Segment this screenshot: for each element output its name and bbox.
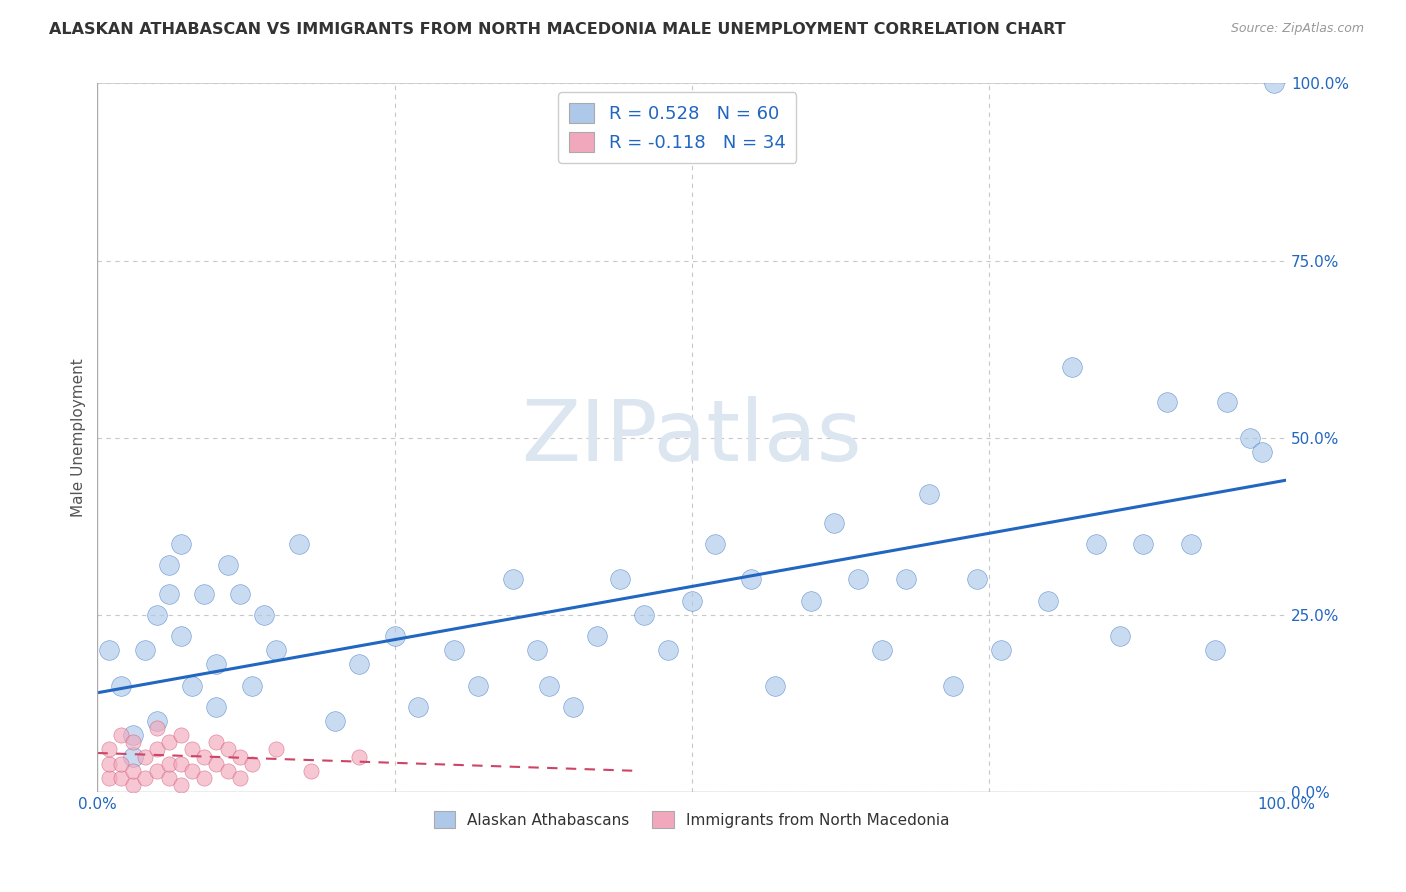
Point [240, 756, 263, 771]
Point [181, 742, 204, 756]
Point [585, 629, 607, 643]
Point [763, 679, 786, 693]
Point [443, 643, 465, 657]
Point [146, 764, 169, 778]
Point [146, 714, 169, 728]
Point [110, 771, 132, 785]
Y-axis label: Male Unemployment: Male Unemployment [72, 359, 86, 517]
Point [1132, 537, 1154, 551]
Point [406, 700, 429, 714]
Point [122, 749, 145, 764]
Point [1251, 445, 1274, 459]
Point [467, 679, 489, 693]
Text: Source: ZipAtlas.com: Source: ZipAtlas.com [1230, 22, 1364, 36]
Point [146, 721, 169, 735]
Point [740, 573, 762, 587]
Point [146, 607, 169, 622]
Point [181, 679, 204, 693]
Point [229, 586, 252, 600]
Text: ZIPatlas: ZIPatlas [522, 396, 862, 479]
Point [323, 714, 346, 728]
Point [157, 735, 180, 749]
Point [98, 742, 121, 756]
Point [537, 679, 560, 693]
Point [134, 643, 156, 657]
Point [205, 657, 228, 672]
Point [633, 607, 655, 622]
Point [134, 749, 156, 764]
Point [169, 537, 191, 551]
Point [1204, 643, 1226, 657]
Point [205, 735, 228, 749]
Text: ALASKAN ATHABASCAN VS IMMIGRANTS FROM NORTH MACEDONIA MALE UNEMPLOYMENT CORRELAT: ALASKAN ATHABASCAN VS IMMIGRANTS FROM NO… [49, 22, 1066, 37]
Point [288, 537, 311, 551]
Point [799, 593, 821, 607]
Point [157, 771, 180, 785]
Point [347, 749, 370, 764]
Point [122, 764, 145, 778]
Point [299, 764, 322, 778]
Point [966, 573, 988, 587]
Point [110, 728, 132, 742]
Point [169, 728, 191, 742]
Point [98, 643, 121, 657]
Point [217, 558, 239, 573]
Point [240, 679, 263, 693]
Point [1084, 537, 1107, 551]
Point [894, 573, 917, 587]
Point [253, 607, 276, 622]
Point [229, 771, 252, 785]
Point [502, 573, 524, 587]
Point [110, 679, 132, 693]
Point [122, 728, 145, 742]
Point [823, 516, 845, 530]
Point [217, 764, 239, 778]
Point [122, 735, 145, 749]
Point [169, 629, 191, 643]
Point [990, 643, 1012, 657]
Point [157, 558, 180, 573]
Legend: Alaskan Athabascans, Immigrants from North Macedonia: Alaskan Athabascans, Immigrants from Nor… [427, 805, 956, 834]
Point [181, 764, 204, 778]
Point [704, 537, 727, 551]
Point [1108, 629, 1130, 643]
Point [1239, 431, 1261, 445]
Point [110, 756, 132, 771]
Point [918, 487, 941, 501]
Point [526, 643, 548, 657]
Point [264, 643, 287, 657]
Point [217, 742, 239, 756]
Point [146, 742, 169, 756]
Point [169, 756, 191, 771]
Point [205, 700, 228, 714]
Point [870, 643, 893, 657]
Point [1180, 537, 1202, 551]
Point [942, 679, 965, 693]
Point [157, 586, 180, 600]
Point [98, 771, 121, 785]
Point [169, 778, 191, 792]
Point [193, 586, 215, 600]
Point [98, 756, 121, 771]
Point [1156, 395, 1178, 409]
Point [657, 643, 679, 657]
Point [1263, 77, 1285, 91]
Point [157, 756, 180, 771]
Point [193, 749, 215, 764]
Point [561, 700, 583, 714]
Point [347, 657, 370, 672]
Point [1060, 359, 1083, 374]
Point [122, 778, 145, 792]
Point [384, 629, 406, 643]
Point [193, 771, 215, 785]
Point [609, 573, 631, 587]
Point [264, 742, 287, 756]
Point [205, 756, 228, 771]
Point [681, 593, 703, 607]
Point [229, 749, 252, 764]
Point [134, 771, 156, 785]
Point [846, 573, 869, 587]
Point [1038, 593, 1060, 607]
Point [1215, 395, 1237, 409]
